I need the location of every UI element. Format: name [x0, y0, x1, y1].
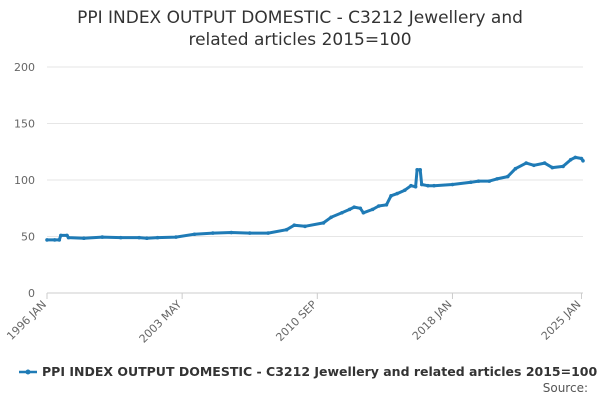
data-point	[409, 183, 413, 188]
data-point	[82, 236, 86, 240]
data-point	[581, 158, 585, 163]
data-point	[513, 166, 518, 171]
data-point	[469, 180, 473, 185]
y-tick-label: 0	[28, 287, 35, 300]
data-point	[505, 174, 510, 179]
data-point	[57, 238, 62, 242]
data-point	[384, 203, 389, 207]
x-tick-label: 2010 SEP	[273, 298, 319, 344]
y-tick-label: 200	[14, 61, 35, 74]
y-tick-label: 150	[14, 118, 35, 131]
data-point	[229, 230, 234, 235]
data-point	[266, 231, 270, 235]
data-point	[145, 236, 149, 240]
source-label: Source:	[542, 381, 588, 395]
data-point	[376, 204, 381, 208]
data-point	[137, 235, 141, 240]
data-point	[45, 238, 49, 242]
data-point	[358, 206, 363, 211]
data-point	[432, 183, 436, 188]
data-point	[174, 235, 178, 239]
data-point	[550, 165, 555, 170]
data-point	[66, 235, 71, 240]
data-point	[352, 205, 356, 209]
data-point	[476, 179, 481, 183]
data-point	[403, 188, 407, 192]
data-point	[100, 235, 105, 239]
data-point	[419, 182, 424, 187]
data-point	[118, 235, 123, 240]
y-tick-label: 50	[21, 231, 35, 244]
data-point	[347, 207, 352, 212]
data-point	[418, 168, 423, 172]
data-point	[52, 238, 57, 242]
data-point	[415, 168, 419, 172]
data-point	[532, 163, 536, 168]
x-tick-label: 2003 MAY	[137, 298, 185, 346]
x-tick-label: 2025 JAN	[539, 298, 584, 343]
data-point	[247, 231, 252, 235]
data-point	[524, 161, 528, 165]
x-tick-label: 1996 JAN	[4, 298, 49, 343]
series-line-0	[45, 155, 585, 242]
data-point	[389, 194, 393, 198]
data-point	[413, 184, 418, 189]
data-point	[192, 232, 197, 237]
chart-title-line-1: PPI INDEX OUTPUT DOMESTIC - C3212 Jewell…	[77, 8, 523, 28]
data-point	[59, 233, 63, 238]
data-point	[561, 164, 565, 169]
legend-label: PPI INDEX OUTPUT DOMESTIC - C3212 Jewell…	[42, 364, 598, 379]
data-point	[487, 179, 492, 183]
data-point	[568, 157, 573, 162]
data-point	[211, 231, 215, 235]
data-point	[426, 183, 430, 188]
chart-title-line-2: related articles 2015=100	[188, 30, 412, 50]
data-point	[321, 221, 326, 225]
legend[interactable]: PPI INDEX OUTPUT DOMESTIC - C3212 Jewell…	[18, 364, 597, 379]
x-tick-label: 2018 JAN	[410, 298, 455, 343]
data-point	[292, 223, 297, 227]
data-point	[329, 215, 333, 220]
data-point	[155, 235, 160, 240]
data-point	[573, 155, 578, 160]
data-point	[450, 182, 455, 187]
data-point	[542, 161, 547, 165]
data-point	[361, 210, 366, 215]
data-point	[395, 191, 399, 196]
data-point	[284, 227, 289, 232]
data-point	[495, 177, 499, 181]
y-tick-label: 100	[14, 174, 35, 187]
legend-line-marker	[19, 369, 37, 374]
data-point	[340, 210, 344, 215]
data-point	[370, 207, 375, 212]
data-point	[303, 224, 307, 229]
